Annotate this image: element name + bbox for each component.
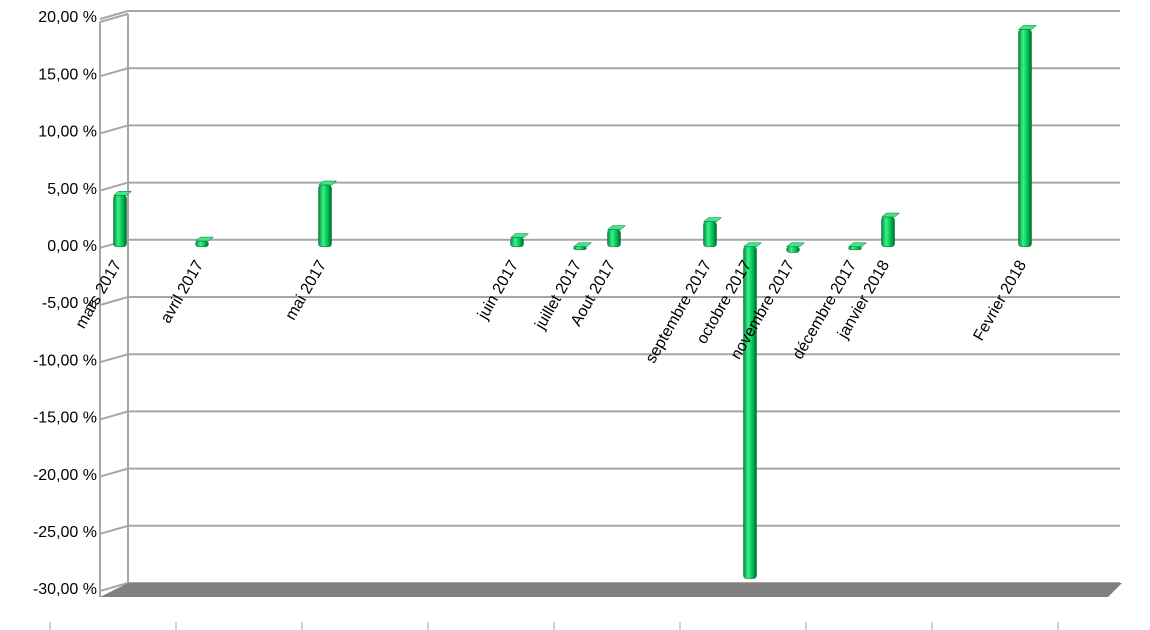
bar <box>318 184 332 248</box>
bar-top <box>742 242 763 248</box>
bar-group <box>317 180 338 248</box>
bar-group <box>194 236 215 248</box>
wall-edge <box>99 13 129 23</box>
x-tick-label: Fevrier 2018 <box>970 258 1030 344</box>
bar-group <box>606 225 627 248</box>
grid-line <box>99 67 129 78</box>
y-tick-label: 20,00 % <box>38 9 97 26</box>
y-tick-label: 10,00 % <box>38 124 97 141</box>
grid-line <box>99 296 129 306</box>
y-tick-label: -20,00 % <box>33 467 97 484</box>
bar <box>786 246 800 253</box>
y-tick-label: -25,00 % <box>33 524 97 541</box>
y-tick-label: 5,00 % <box>47 181 97 198</box>
x-ticks <box>49 622 1059 630</box>
bar-group <box>1017 25 1038 248</box>
bar-group <box>880 212 901 248</box>
bar <box>848 246 862 251</box>
grid-line <box>99 582 129 592</box>
bar <box>743 246 757 579</box>
bar-group <box>847 242 868 251</box>
x-tick-label: juin 2017 <box>474 258 522 324</box>
bar <box>573 246 587 251</box>
bar-top <box>1017 25 1038 30</box>
bar <box>703 221 717 248</box>
y-tick-label: -30,00 % <box>33 581 97 598</box>
x-tick-label: avril 2017 <box>158 258 207 327</box>
x-tick-label: septembre 2017 <box>643 258 716 367</box>
grid-line <box>99 524 129 535</box>
bar <box>113 195 127 248</box>
bar-top <box>785 242 806 248</box>
floor <box>100 583 1122 597</box>
bar-top <box>509 233 530 238</box>
grid-line <box>99 124 129 135</box>
y-tick-label: 15,00 % <box>38 66 97 83</box>
y-tick-label: -5,00 % <box>42 295 97 312</box>
bar-group <box>112 191 133 248</box>
grid-line <box>99 181 129 192</box>
bar <box>607 229 621 248</box>
y-tick-label: 0,00 % <box>47 238 97 255</box>
y-tick-label: -15,00 % <box>33 410 97 427</box>
bar <box>1018 29 1032 248</box>
bar-group <box>572 242 593 251</box>
bar <box>881 216 895 248</box>
x-tick-label: mai 2017 <box>282 258 330 324</box>
grid-line <box>99 467 129 478</box>
bar <box>195 240 209 248</box>
bar-top <box>880 212 901 218</box>
bar-top <box>702 217 723 222</box>
grid-line <box>99 410 129 421</box>
bar-group <box>509 233 530 248</box>
grid-line <box>99 353 129 364</box>
bar <box>510 237 524 248</box>
bar-top <box>606 225 627 230</box>
bar-group <box>702 217 723 248</box>
grid-line <box>99 10 129 20</box>
bar-top <box>847 242 868 248</box>
y-tick-label: -10,00 % <box>33 352 97 369</box>
bar-group <box>742 242 763 579</box>
bar-group <box>785 242 806 253</box>
bar-top <box>572 242 593 248</box>
